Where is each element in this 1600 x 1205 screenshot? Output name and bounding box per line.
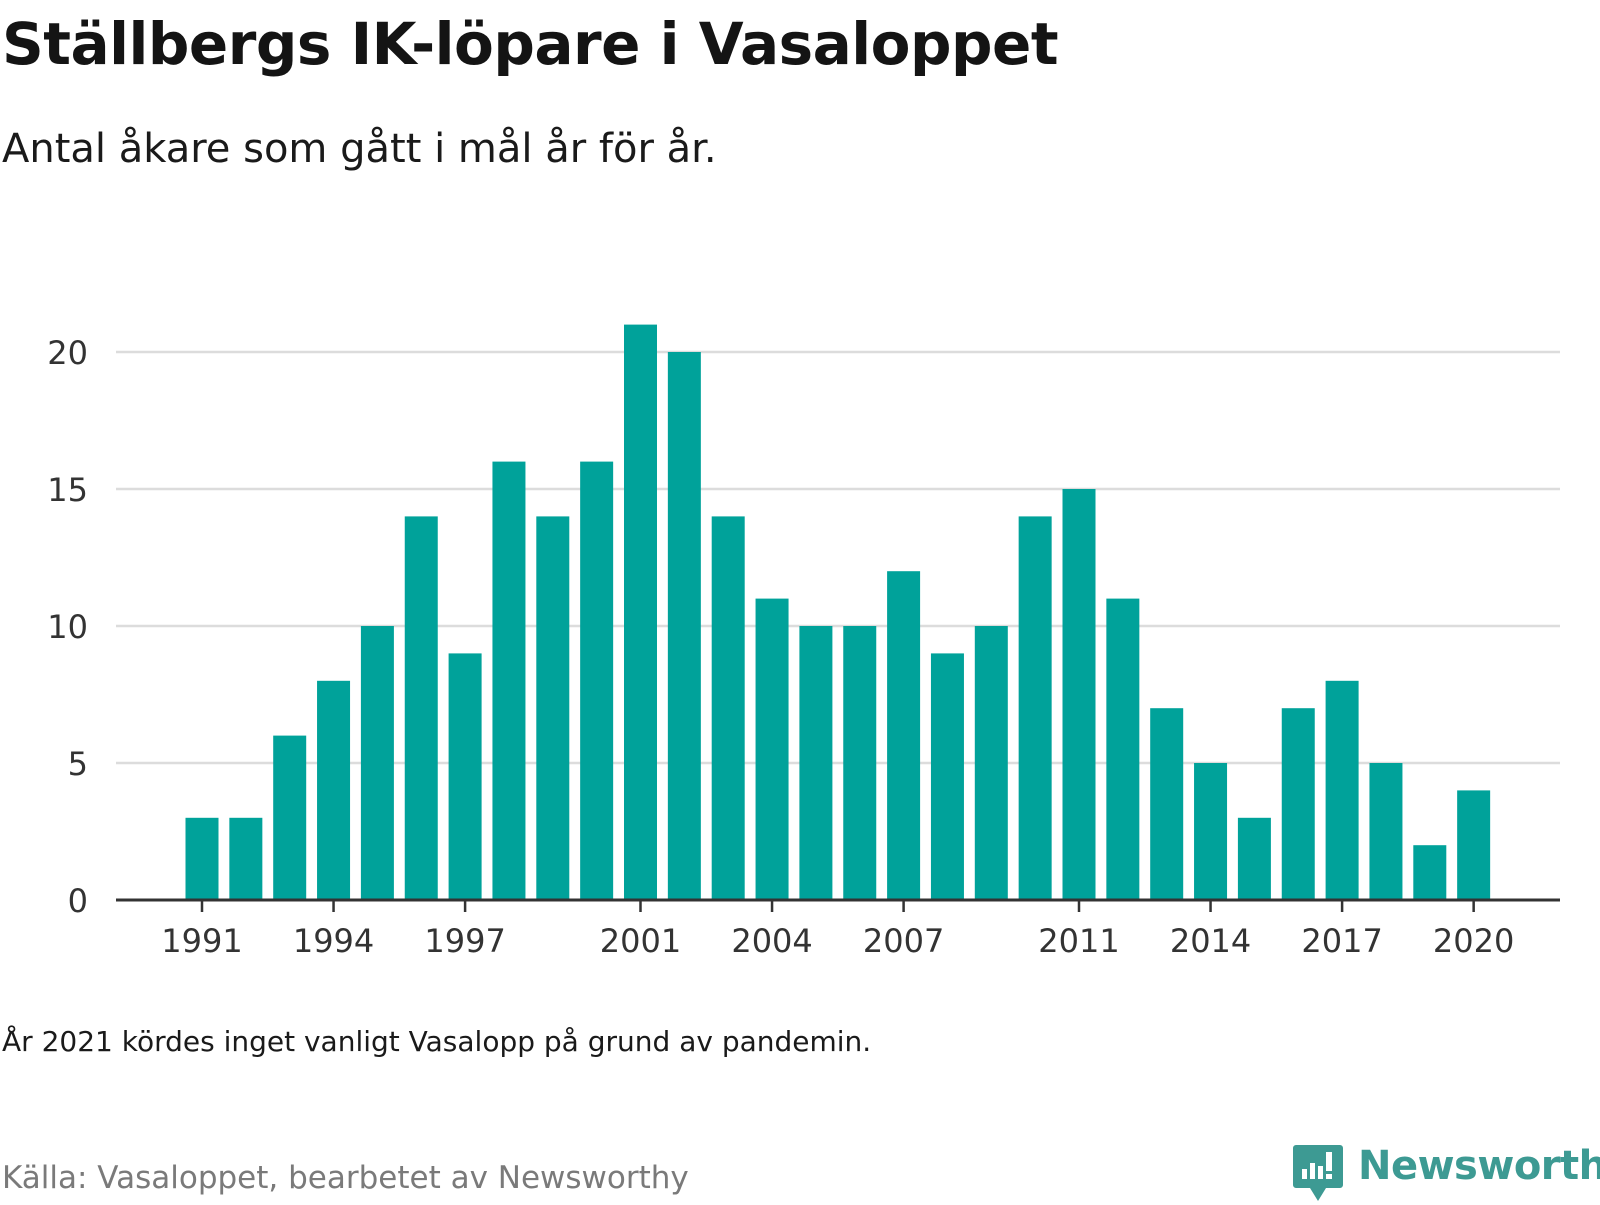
bar xyxy=(1369,763,1403,900)
bar xyxy=(1194,763,1228,900)
x-tick-label: 2020 xyxy=(1433,922,1514,960)
bar xyxy=(667,352,701,900)
bar xyxy=(843,626,877,900)
bar xyxy=(448,653,482,900)
bar xyxy=(185,817,219,900)
source-credit: Källa: Vasaloppet, bearbetet av Newswort… xyxy=(2,1160,689,1196)
newsworthy-logo-text: Newsworthy xyxy=(1358,1143,1600,1189)
bar xyxy=(1018,516,1052,900)
bar xyxy=(317,680,351,900)
x-tick-label: 2001 xyxy=(600,922,681,960)
bar xyxy=(930,653,964,900)
x-axis: 1991 1994 1997 2001 2004 2007 2011 2014 2017 2020 xyxy=(116,898,1560,960)
bar xyxy=(229,817,263,900)
bar-chart: 0 5 10 15 20 1991 1994 1997 2001 2004 2007 2011 201… xyxy=(47,324,1560,960)
newsworthy-logo: Newsworthy xyxy=(1292,1143,1600,1205)
x-tick-label: 1991 xyxy=(161,922,242,960)
y-tick-label: 15 xyxy=(47,471,88,509)
x-tick-label: 2017 xyxy=(1301,922,1382,960)
bar xyxy=(711,516,745,900)
gridlines xyxy=(116,350,1560,765)
y-axis-ticks: 0 5 10 15 20 xyxy=(47,334,88,920)
x-tick-label: 2004 xyxy=(731,922,812,960)
bar xyxy=(755,598,789,900)
bar xyxy=(492,461,526,900)
bar xyxy=(887,571,921,900)
bar xyxy=(273,735,307,900)
x-tick-label: 2011 xyxy=(1038,922,1119,960)
chart-subtitle: Antal åkare som gått i mål år för år. xyxy=(2,126,717,172)
bar xyxy=(1281,708,1315,900)
newsworthy-logo-icon xyxy=(1293,1145,1343,1201)
y-tick-label: 5 xyxy=(68,745,88,783)
x-tick-label: 2014 xyxy=(1170,922,1251,960)
chart-note: År 2021 kördes inget vanligt Vasalopp på… xyxy=(2,1025,872,1058)
bar xyxy=(1106,598,1140,900)
bar xyxy=(404,516,438,900)
chart-title: Ställbergs IK-löpare i Vasaloppet xyxy=(2,10,1059,78)
bar xyxy=(974,626,1008,900)
bar xyxy=(1237,817,1271,900)
x-tick-label: 1997 xyxy=(424,922,505,960)
bar xyxy=(360,626,394,900)
bar xyxy=(536,516,570,900)
x-tick-label: 1994 xyxy=(293,922,374,960)
bar xyxy=(1150,708,1184,900)
y-tick-label: 10 xyxy=(47,608,88,646)
bar xyxy=(1457,790,1491,900)
y-tick-label: 20 xyxy=(47,334,88,372)
bar xyxy=(1062,489,1096,900)
bar xyxy=(799,626,833,900)
y-tick-label: 0 xyxy=(68,882,88,920)
bar xyxy=(580,461,614,900)
bar xyxy=(1413,845,1447,900)
bar xyxy=(624,324,657,901)
bars xyxy=(185,324,1491,901)
bar xyxy=(1325,680,1359,900)
x-tick-label: 2007 xyxy=(863,922,944,960)
